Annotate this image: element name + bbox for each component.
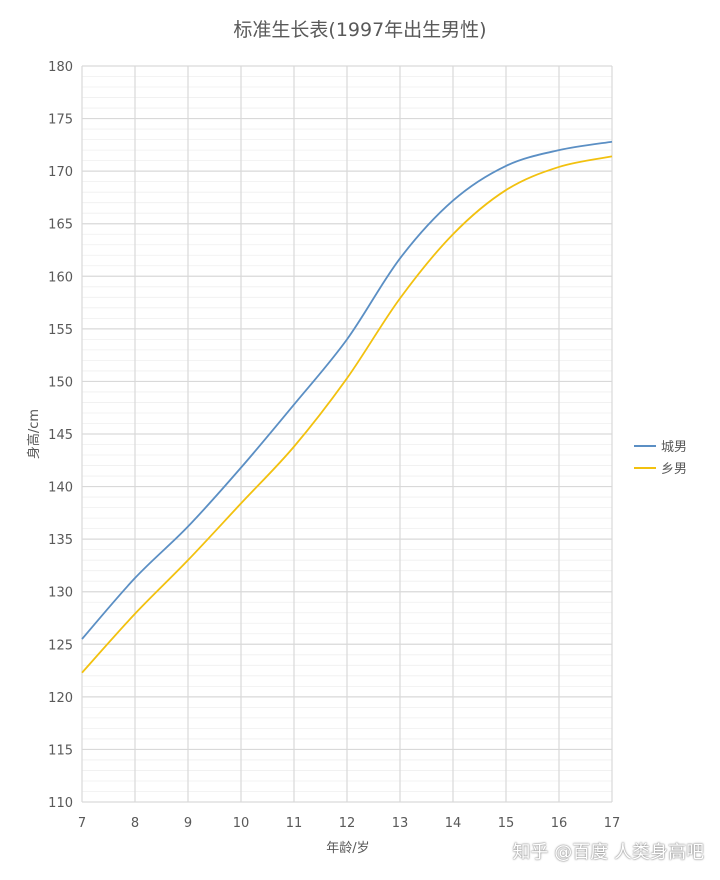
- x-tick-label: 11: [286, 816, 303, 831]
- x-tick-label: 17: [604, 816, 621, 831]
- x-tick-label: 10: [233, 816, 250, 831]
- legend-label: 乡男: [661, 462, 687, 477]
- y-tick-label: 140: [48, 481, 73, 496]
- x-tick-label: 13: [392, 816, 409, 831]
- y-tick-label: 170: [48, 165, 73, 180]
- chart-title: 标准生长表(1997年出生男性): [233, 19, 486, 41]
- y-tick-label: 175: [48, 113, 73, 128]
- x-tick-label: 16: [551, 816, 568, 831]
- x-axis-label: 年龄/岁: [326, 841, 369, 856]
- x-tick-label: 14: [445, 816, 462, 831]
- y-tick-label: 115: [48, 743, 73, 758]
- y-tick-label: 165: [48, 218, 73, 233]
- y-tick-label: 150: [48, 375, 73, 390]
- y-tick-label: 160: [48, 270, 73, 285]
- y-tick-label: 125: [48, 638, 73, 653]
- series-line-1: [81, 140, 613, 640]
- x-tick-label: 8: [131, 816, 139, 831]
- x-tick-labels: 7 8 9 10 11 12 13 14 15 16 17: [78, 816, 620, 831]
- x-tick-label: 12: [339, 816, 356, 831]
- y-tick-label: 145: [48, 428, 73, 443]
- y-tick-labels: 110 115 120 125 130 135 140 145 150 155 160 165 170 1…: [48, 60, 73, 811]
- y-tick-label: 135: [48, 533, 73, 548]
- x-tick-label: 7: [78, 816, 86, 831]
- watermark: 知乎 @百度 人类身高吧: [512, 842, 704, 863]
- y-tick-label: 110: [48, 796, 73, 811]
- x-tick-label: 9: [184, 816, 192, 831]
- y-tick-label: 155: [48, 323, 73, 338]
- series-line-2: [81, 155, 613, 674]
- grid: [81, 65, 613, 803]
- x-tick-label: 15: [498, 816, 515, 831]
- legend-label: 城男: [661, 440, 687, 455]
- y-tick-label: 180: [48, 60, 73, 75]
- y-tick-label: 130: [48, 586, 73, 601]
- series-lines: [81, 140, 613, 674]
- y-axis-label: 身高/cm: [26, 409, 42, 459]
- y-tick-label: 120: [48, 691, 73, 706]
